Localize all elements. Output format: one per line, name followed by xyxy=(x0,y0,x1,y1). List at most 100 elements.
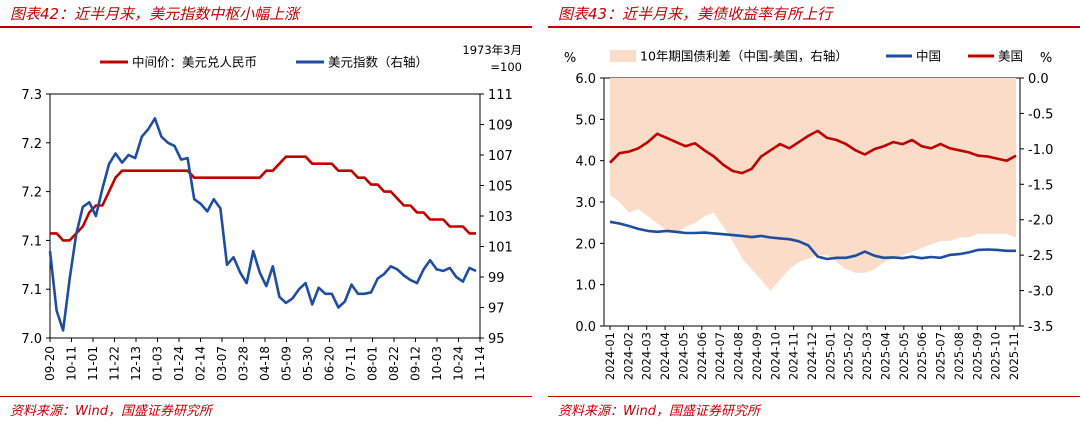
left-tick-label: 7.2 xyxy=(21,186,42,201)
x-tick-label: 01-24 xyxy=(172,346,186,381)
x-tick-label: 05-09 xyxy=(280,346,294,381)
legend-swatch xyxy=(610,50,636,62)
right-tick-label: 111 xyxy=(488,88,513,103)
x-tick-label: 04-18 xyxy=(258,346,272,381)
right-tick-label: -1.0 xyxy=(1028,143,1053,158)
right-tick-label: -2.0 xyxy=(1028,214,1053,229)
chart-title: 图表42：近半月来，美元指数中枢小幅上涨 xyxy=(10,5,300,23)
left-tick-label: 0.0 xyxy=(575,320,596,335)
right-axis-note: =100 xyxy=(490,60,522,74)
chart-title: 图表43：近半月来，美债收益率有所上行 xyxy=(558,5,833,23)
right-tick-label: -0.5 xyxy=(1028,107,1053,122)
x-tick-label: 2025-08 xyxy=(952,332,966,380)
x-tick-label: 2024-03 xyxy=(640,332,654,380)
x-tick-label: 05-30 xyxy=(301,346,315,381)
legend-label: 10年期国债利差（中国-美国，右轴） xyxy=(640,49,848,64)
left-tick-label: 1.0 xyxy=(575,279,596,294)
right-tick-label: 101 xyxy=(488,241,513,256)
x-tick-label: 2024-06 xyxy=(695,332,709,380)
x-tick-label: 11-01 xyxy=(86,346,100,381)
x-tick-label: 10-11 xyxy=(65,346,79,381)
x-tick-label: 2024-01 xyxy=(603,332,617,380)
x-tick-label: 2024-12 xyxy=(805,332,819,380)
x-tick-label: 2025-06 xyxy=(915,332,929,380)
right-tick-label: -3.5 xyxy=(1028,320,1053,335)
x-tick-label: 12-13 xyxy=(129,346,143,381)
right-tick-label: 95 xyxy=(488,332,505,347)
x-tick-label: 01-03 xyxy=(151,346,165,381)
right-tick-label: 109 xyxy=(488,119,513,134)
x-tick-label: 11-22 xyxy=(108,346,122,381)
x-tick-label: 2025-09 xyxy=(970,332,984,380)
legend-label: 中国 xyxy=(916,49,941,64)
x-tick-label: 2025-03 xyxy=(860,332,874,380)
x-tick-label: 03-07 xyxy=(215,346,229,381)
left-tick-label: 3.0 xyxy=(575,196,596,211)
x-tick-label: 08-01 xyxy=(366,346,380,381)
series-area-0 xyxy=(610,78,1016,291)
title-rule xyxy=(548,26,1080,28)
right-tick-label: -3.0 xyxy=(1028,285,1053,300)
x-tick-label: 2024-11 xyxy=(787,332,801,380)
right-axis-note: 1973年3月 xyxy=(462,43,522,57)
x-tick-label: 2025-01 xyxy=(823,332,837,380)
source-note: 资料来源：Wind，国盛证券研究所 xyxy=(558,404,760,419)
x-tick-label: 03-28 xyxy=(237,346,251,381)
left-tick-label: 5.0 xyxy=(575,113,596,128)
left-tick-label: 7.3 xyxy=(21,88,42,103)
x-tick-label: 2024-09 xyxy=(750,332,764,380)
x-tick-label: 2024-04 xyxy=(658,332,672,380)
left-tick-label: 7.0 xyxy=(21,332,42,347)
right-tick-label: 97 xyxy=(488,302,505,317)
right-tick-label: -2.5 xyxy=(1028,249,1053,264)
x-tick-label: 10-24 xyxy=(452,346,466,381)
x-tick-label: 2025-05 xyxy=(897,332,911,380)
right-tick-label: 99 xyxy=(488,271,505,286)
left-tick-label: 7.1 xyxy=(21,234,42,249)
x-tick-label: 2024-05 xyxy=(676,332,690,380)
x-tick-label: 2025-07 xyxy=(934,332,948,380)
left-tick-label: 2.0 xyxy=(575,237,596,252)
x-tick-label: 10-03 xyxy=(430,346,444,381)
series-line-2 xyxy=(609,129,1017,175)
x-tick-label: 06-20 xyxy=(323,346,337,381)
x-tick-label: 08-22 xyxy=(387,346,401,381)
right-axis-unit: % xyxy=(1040,51,1052,66)
chart-43-svg: % % 0.0 1.0 2.0 3.0 4.0 5.0 6.0 -3.5 -3.0 -2.5 -2.0 -… xyxy=(564,49,1054,381)
right-tick-label: 107 xyxy=(488,149,513,164)
x-tick-label: 07-11 xyxy=(344,346,358,381)
x-tick-label: 2024-08 xyxy=(732,332,746,380)
left-tick-label: 7.2 xyxy=(21,137,42,152)
left-axis-unit: % xyxy=(564,51,576,66)
x-tick-label: 09-12 xyxy=(409,346,423,381)
x-tick-label: 2024-02 xyxy=(621,332,635,380)
series-line-0 xyxy=(50,155,476,242)
left-tick-label: 4.0 xyxy=(575,155,596,170)
series-line-1 xyxy=(609,220,1016,261)
right-tick-label: 103 xyxy=(488,210,513,225)
chart-panel-left: 图表42：近半月来，美元指数中枢小幅上涨 7.0 7.1 7.1 7.2 7.2 7.3 9… xyxy=(0,0,532,427)
x-tick-label: 2025-04 xyxy=(878,332,892,380)
right-tick-label: 105 xyxy=(488,180,513,195)
x-tick-label: 09-20 xyxy=(43,346,57,381)
title-rule xyxy=(0,26,532,28)
plot-frame xyxy=(49,93,481,339)
legend-label: 美元指数（右轴） xyxy=(328,55,428,70)
x-tick-label: 11-14 xyxy=(473,346,487,381)
source-note: 资料来源：Wind，国盛证券研究所 xyxy=(10,404,212,419)
chart-42-svg: 7.0 7.1 7.1 7.2 7.2 7.3 95 97 99 101 103 105 107 109 1… xyxy=(21,43,522,381)
x-tick-label: 2024-07 xyxy=(713,332,727,380)
series-line-1 xyxy=(48,117,477,332)
source-rule xyxy=(0,396,532,397)
x-tick-label: 2025-02 xyxy=(842,332,856,380)
chart-panel-right: 图表43：近半月来，美债收益率有所上行 %% 0.0 1.0 2.0 3.0 4.0 5.0… xyxy=(548,0,1080,427)
x-tick-label: 02-14 xyxy=(194,346,208,381)
legend-label: 中间价：美元兑人民币 xyxy=(132,55,257,70)
right-tick-label: 0.0 xyxy=(1028,72,1049,87)
right-tick-label: -1.5 xyxy=(1028,178,1053,193)
x-tick-label: 2024-10 xyxy=(768,332,782,380)
x-tick-label: 2025-10 xyxy=(989,332,1003,380)
source-rule xyxy=(548,396,1080,397)
legend-label: 美国 xyxy=(998,49,1023,64)
left-tick-label: 7.1 xyxy=(21,283,42,298)
